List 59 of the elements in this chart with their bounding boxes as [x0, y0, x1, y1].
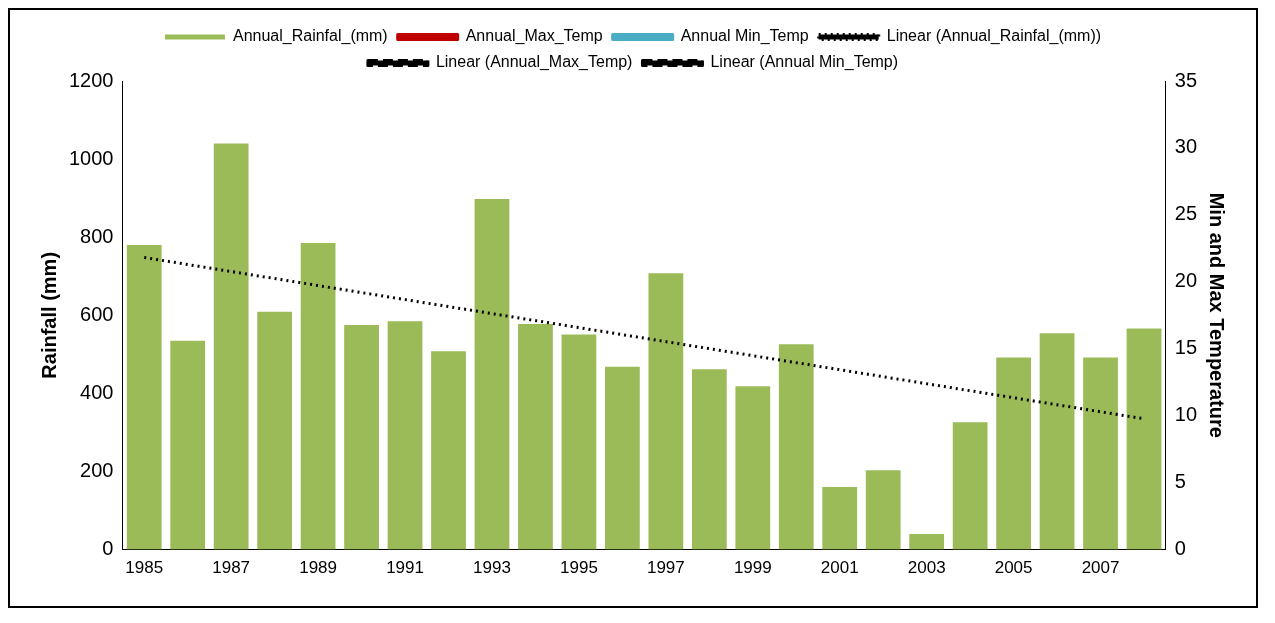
y-tick-label: 800 — [80, 224, 114, 247]
x-tick-label: 1995 — [560, 558, 598, 578]
y-tick-label: 200 — [80, 459, 114, 482]
y-tick-label: 1200 — [68, 68, 114, 91]
bar — [735, 386, 771, 550]
bar — [1126, 328, 1162, 550]
bar — [822, 487, 858, 550]
bar — [561, 334, 597, 550]
bar — [605, 366, 640, 550]
legend-label: Annual_Max_Temp — [465, 27, 603, 46]
bar — [865, 470, 901, 550]
bar — [518, 323, 553, 550]
bar — [1083, 357, 1118, 550]
bar — [909, 533, 945, 550]
y2-axis-title: Min and Max Temperature — [1206, 192, 1229, 438]
y2-tick-label: 0 — [1174, 537, 1186, 560]
bar — [474, 198, 510, 550]
y2-tick-label: 20 — [1174, 269, 1197, 292]
bar — [778, 344, 814, 550]
y2-tick-label: 5 — [1174, 470, 1186, 493]
x-tick-label: 2007 — [1081, 558, 1120, 578]
x-tick-label: 1993 — [473, 558, 511, 578]
x-tick-label: 1991 — [386, 558, 424, 578]
bar — [213, 143, 249, 550]
x-tick-label: 1987 — [212, 558, 251, 578]
x-tick-label: 1985 — [125, 558, 164, 578]
legend-label: Linear (Annual_Max_Temp) — [435, 53, 633, 72]
y-tick-label: 600 — [80, 302, 114, 325]
y-axis-title: Rainfall (mm) — [37, 251, 60, 379]
bar — [648, 273, 684, 550]
y2-tick-label: 15 — [1174, 336, 1197, 359]
bar — [431, 351, 466, 550]
x-tick-label: 1997 — [646, 558, 685, 578]
y-tick-label: 1000 — [68, 146, 114, 169]
x-tick-label: 2005 — [994, 558, 1033, 578]
x-tick-label: 2001 — [820, 558, 859, 578]
bar — [996, 357, 1031, 550]
bar — [300, 243, 336, 550]
bar — [1039, 333, 1075, 550]
y2-tick-label: 30 — [1174, 135, 1197, 158]
y2-tick-label: 25 — [1174, 202, 1197, 225]
y2-tick-label: 35 — [1174, 68, 1197, 91]
bar — [257, 311, 293, 550]
y-tick-label: 400 — [80, 380, 114, 403]
bar — [387, 321, 423, 550]
legend-label: Linear (Annual_Rainfal_(mm)) — [886, 27, 1102, 46]
x-tick-label: 2003 — [907, 558, 946, 578]
bar — [126, 245, 162, 550]
bar — [344, 325, 379, 550]
bar — [170, 340, 206, 550]
x-tick-label: 1989 — [299, 558, 338, 578]
legend-label: Linear (Annual Min_Temp) — [710, 53, 899, 72]
bar — [952, 422, 988, 550]
bar — [691, 369, 727, 550]
legend-label: Annual Min_Temp — [680, 27, 809, 46]
y2-tick-label: 10 — [1174, 403, 1197, 426]
x-tick-label: 1999 — [733, 558, 772, 578]
y-tick-label: 0 — [102, 537, 114, 560]
legend-label: Annual_Rainfal_(mm) — [232, 27, 388, 46]
